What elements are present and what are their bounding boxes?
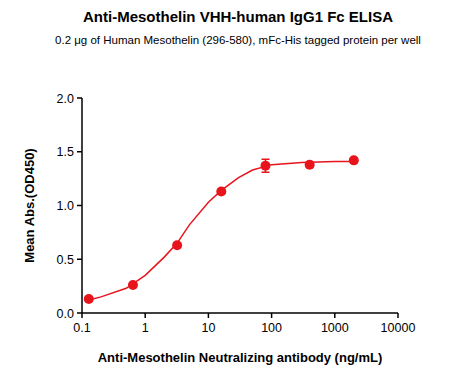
subtitle: 0.2 μg of Human Mesothelin (296-580), mF… bbox=[55, 34, 421, 46]
y-label: Mean Abs.(OD450) bbox=[22, 148, 37, 262]
data-point bbox=[172, 240, 182, 250]
x-tick-label: 1000 bbox=[321, 321, 349, 335]
y-tick bbox=[77, 205, 82, 207]
y-tick bbox=[77, 259, 82, 261]
x-tick-label: 0.1 bbox=[73, 321, 90, 335]
x-tick bbox=[271, 313, 273, 318]
x-tick bbox=[334, 313, 336, 318]
y-tick bbox=[77, 97, 82, 99]
plot-area bbox=[84, 155, 359, 304]
x-tick-label: 1 bbox=[142, 321, 149, 335]
y-tick-label: 0.0 bbox=[57, 307, 74, 321]
data-point bbox=[349, 155, 359, 165]
y-tick-label: 1.0 bbox=[57, 199, 74, 213]
x-tick-label: 10000 bbox=[381, 321, 416, 335]
x-tick-label: 100 bbox=[261, 321, 282, 335]
data-point bbox=[305, 160, 315, 170]
x-tick-label: 10 bbox=[201, 321, 215, 335]
x-tick bbox=[208, 313, 210, 318]
x-tick bbox=[81, 313, 83, 318]
y-tick-label: 2.0 bbox=[57, 92, 74, 106]
x-tick bbox=[397, 313, 399, 318]
fit-line bbox=[89, 161, 354, 300]
y-tick-label: 1.5 bbox=[57, 145, 74, 159]
title: Anti-Mesothelin VHH-human IgG1 Fc ELISA bbox=[83, 8, 393, 25]
y-tick-label: 0.5 bbox=[57, 253, 74, 267]
x-label: Anti-Mesothelin Neutralizing antibody (n… bbox=[98, 350, 383, 365]
x-tick bbox=[144, 313, 146, 318]
chart: Anti-Mesothelin VHH-human IgG1 Fc ELISA 0… bbox=[0, 0, 476, 378]
y-tick bbox=[77, 151, 82, 153]
x-axis bbox=[82, 312, 398, 314]
